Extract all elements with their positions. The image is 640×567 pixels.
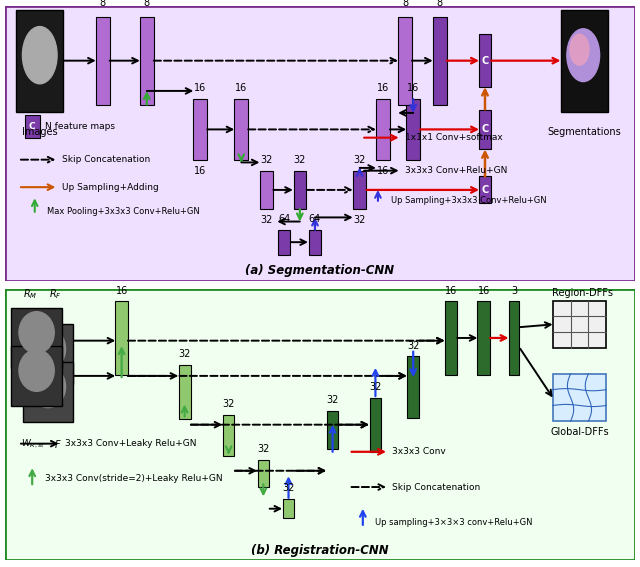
Text: $R_M$: $R_M$ (23, 287, 38, 302)
Text: 32: 32 (260, 215, 273, 225)
Ellipse shape (567, 29, 600, 82)
Text: 32: 32 (353, 155, 366, 164)
FancyBboxPatch shape (445, 302, 458, 375)
FancyBboxPatch shape (407, 356, 419, 418)
Text: (a) Segmentation-CNN: (a) Segmentation-CNN (245, 264, 395, 277)
Text: 32: 32 (257, 444, 269, 454)
FancyBboxPatch shape (477, 302, 490, 375)
Text: 32: 32 (326, 395, 339, 405)
Text: 3x3x3 Conv: 3x3x3 Conv (392, 447, 446, 456)
Text: 32: 32 (282, 484, 294, 493)
FancyBboxPatch shape (12, 308, 62, 368)
Text: Up Sampling+Adding: Up Sampling+Adding (62, 183, 159, 192)
FancyBboxPatch shape (376, 99, 390, 160)
FancyBboxPatch shape (179, 365, 191, 419)
Text: (b) Registration-CNN: (b) Registration-CNN (251, 544, 389, 557)
Ellipse shape (19, 312, 54, 353)
FancyBboxPatch shape (5, 6, 635, 281)
Text: 16: 16 (445, 286, 457, 295)
Text: Region-DFFs: Region-DFFs (552, 287, 613, 298)
Text: 8: 8 (402, 0, 408, 8)
Text: 16: 16 (377, 83, 389, 93)
FancyBboxPatch shape (370, 397, 381, 452)
FancyBboxPatch shape (140, 16, 154, 105)
FancyBboxPatch shape (561, 10, 608, 112)
FancyBboxPatch shape (5, 289, 635, 560)
FancyBboxPatch shape (284, 499, 294, 518)
FancyBboxPatch shape (115, 302, 128, 375)
FancyBboxPatch shape (234, 99, 248, 160)
FancyBboxPatch shape (23, 362, 73, 422)
Text: $F$: $F$ (54, 438, 62, 450)
FancyBboxPatch shape (509, 302, 519, 375)
FancyBboxPatch shape (479, 110, 491, 149)
Text: 32: 32 (407, 341, 419, 351)
Text: 3x3x3 Conv(stride=2)+Leaky Relu+GN: 3x3x3 Conv(stride=2)+Leaky Relu+GN (45, 475, 223, 484)
Text: 1x1x1 Conv+softmax: 1x1x1 Conv+softmax (405, 133, 503, 142)
FancyBboxPatch shape (23, 324, 73, 384)
Text: 32: 32 (179, 349, 191, 359)
Text: $R_F$: $R_F$ (49, 287, 62, 302)
FancyBboxPatch shape (398, 16, 412, 105)
Text: 16: 16 (407, 83, 419, 93)
FancyBboxPatch shape (223, 415, 234, 456)
FancyBboxPatch shape (12, 346, 62, 406)
Text: 64: 64 (309, 214, 321, 224)
Text: Skip Concatenation: Skip Concatenation (392, 483, 481, 492)
Text: 3x3x3 Conv+Relu+GN: 3x3x3 Conv+Relu+GN (405, 166, 508, 175)
Text: Segmentations: Segmentations (548, 127, 621, 137)
FancyBboxPatch shape (96, 16, 109, 105)
Text: 32: 32 (260, 155, 273, 164)
Text: C: C (481, 124, 488, 134)
FancyBboxPatch shape (479, 34, 491, 87)
Text: 16: 16 (115, 286, 128, 295)
Text: Up Sampling+3x3x3 Conv+Relu+GN: Up Sampling+3x3x3 Conv+Relu+GN (390, 196, 546, 205)
FancyBboxPatch shape (309, 230, 321, 255)
Text: 64: 64 (278, 214, 290, 224)
Ellipse shape (570, 34, 589, 65)
Text: N feature maps: N feature maps (45, 122, 115, 131)
Text: 16: 16 (194, 166, 207, 176)
FancyBboxPatch shape (433, 16, 447, 105)
FancyBboxPatch shape (479, 176, 491, 204)
Text: Max Pooling+3x3x3 Conv+Relu+GN: Max Pooling+3x3x3 Conv+Relu+GN (47, 208, 200, 217)
FancyBboxPatch shape (278, 230, 290, 255)
FancyBboxPatch shape (25, 115, 40, 138)
FancyBboxPatch shape (294, 171, 306, 209)
FancyBboxPatch shape (553, 301, 606, 348)
FancyBboxPatch shape (193, 99, 207, 160)
Text: 16: 16 (235, 83, 248, 93)
FancyBboxPatch shape (406, 99, 420, 160)
FancyBboxPatch shape (258, 460, 269, 487)
Ellipse shape (30, 366, 65, 408)
Text: 32: 32 (369, 382, 381, 392)
Text: 16: 16 (377, 166, 389, 176)
Text: C: C (481, 185, 488, 195)
Text: Images: Images (22, 127, 58, 137)
FancyBboxPatch shape (16, 10, 63, 112)
Text: 8: 8 (144, 0, 150, 8)
Text: 16: 16 (477, 286, 490, 295)
Text: C: C (481, 56, 488, 66)
Text: Global-DFFs: Global-DFFs (550, 427, 609, 437)
FancyBboxPatch shape (327, 411, 338, 449)
Text: $W_{R,st}$: $W_{R,st}$ (21, 438, 45, 450)
Text: 32: 32 (294, 155, 306, 164)
Text: 3x3x3 Conv+Leaky Relu+GN: 3x3x3 Conv+Leaky Relu+GN (65, 439, 196, 448)
FancyBboxPatch shape (353, 171, 366, 209)
Text: 32: 32 (353, 215, 366, 225)
Text: 3: 3 (511, 286, 517, 295)
Ellipse shape (22, 27, 57, 84)
Text: 32: 32 (223, 399, 235, 409)
Text: Up sampling+3×3×3 conv+Relu+GN: Up sampling+3×3×3 conv+Relu+GN (376, 518, 533, 527)
Text: 8: 8 (436, 0, 443, 8)
FancyBboxPatch shape (553, 374, 606, 421)
Text: 8: 8 (100, 0, 106, 8)
Ellipse shape (19, 350, 54, 391)
Ellipse shape (30, 328, 65, 370)
Text: 16: 16 (194, 83, 207, 93)
Text: Skip Concatenation: Skip Concatenation (62, 155, 150, 164)
Text: C: C (29, 122, 35, 131)
FancyBboxPatch shape (260, 171, 273, 209)
